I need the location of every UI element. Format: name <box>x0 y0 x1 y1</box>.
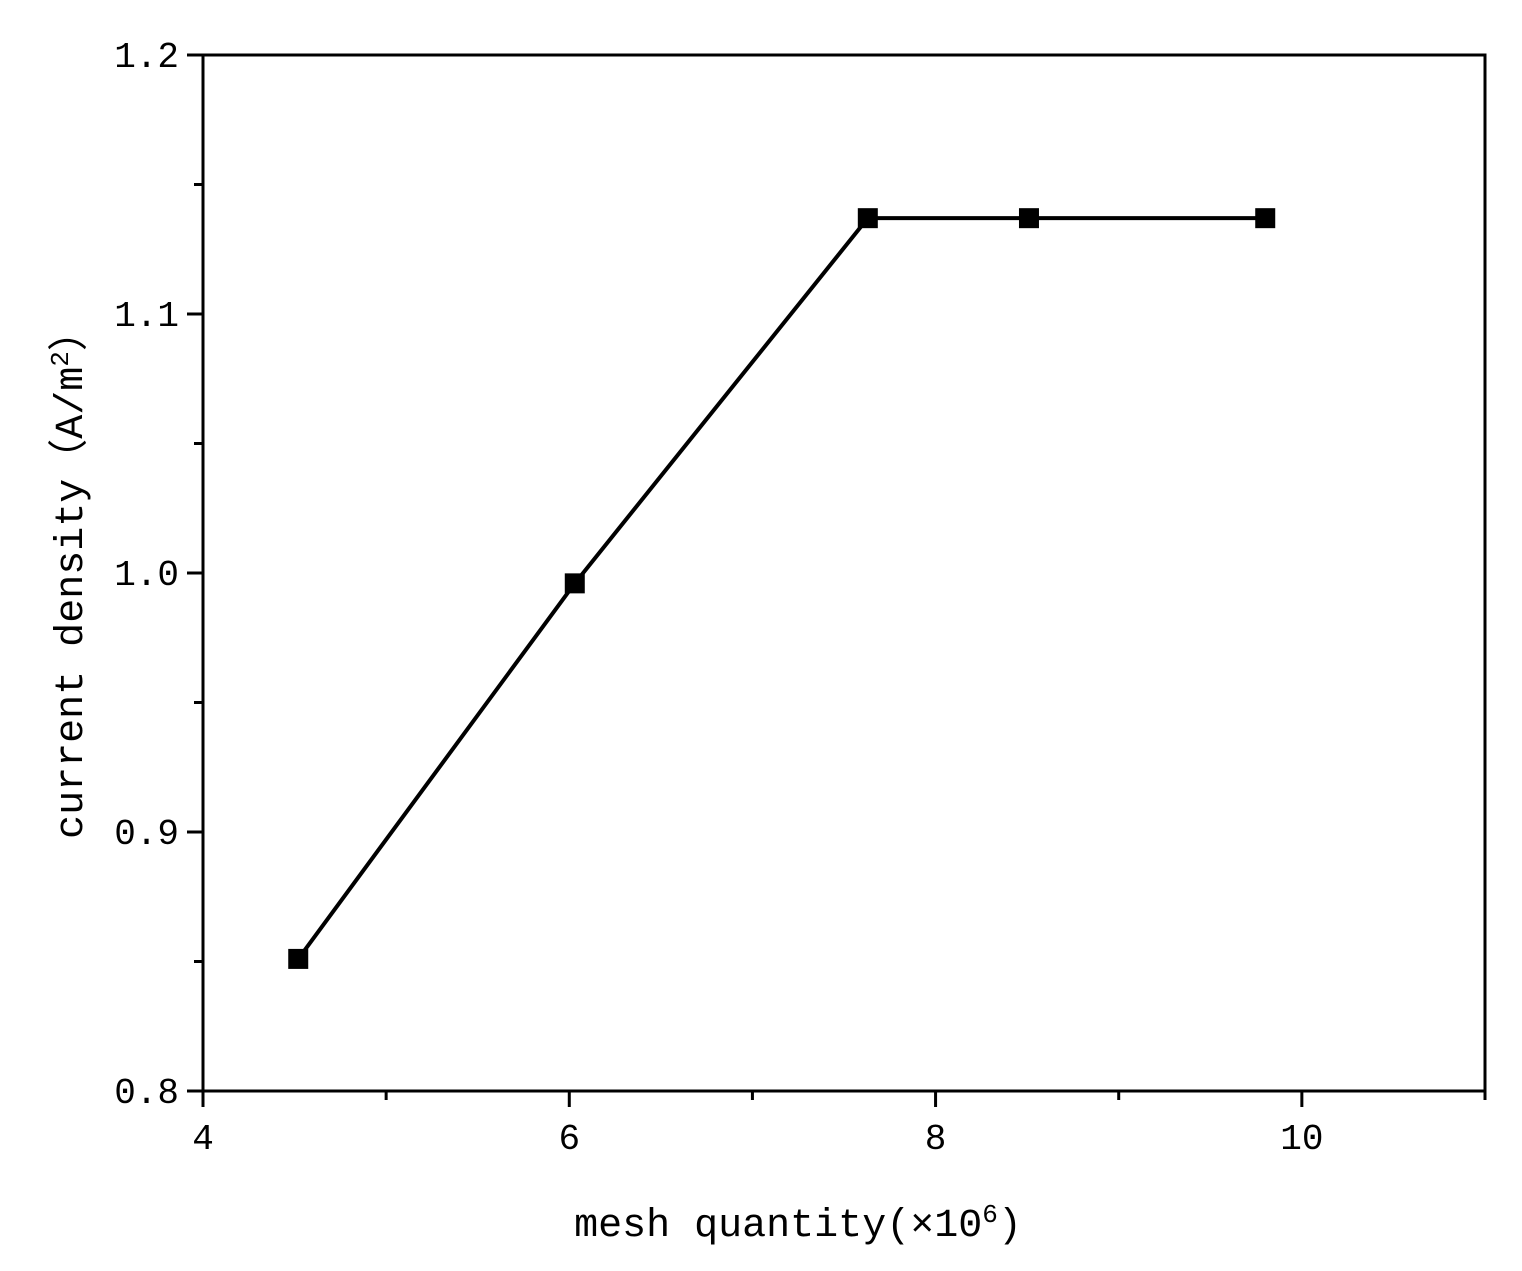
data-point-marker <box>857 208 878 229</box>
data-point-marker <box>288 948 309 969</box>
x-tick-label: 6 <box>558 1119 580 1160</box>
y-tick-label: 1.0 <box>114 555 179 596</box>
y-axis-ticks: 0.8 0.9 1.0 1.1 1.2 <box>114 37 203 1114</box>
x-axis-title: mesh quantity(×106) <box>574 1200 1022 1249</box>
data-point-marker <box>1255 208 1276 229</box>
plot-frame <box>201 53 1487 1093</box>
x-tick-label: 8 <box>925 1119 947 1160</box>
x-tick-label: 10 <box>1280 1119 1323 1160</box>
data-point-marker <box>564 573 585 594</box>
y-tick-label: 0.9 <box>114 814 179 855</box>
x-tick-label: 4 <box>192 1119 214 1160</box>
series-line <box>296 216 1266 961</box>
y-axis-title: current density（A/m2） <box>46 311 95 839</box>
data-point-marker <box>1018 208 1039 229</box>
y-tick-label: 1.2 <box>114 37 179 78</box>
y-tick-label: 1.1 <box>114 296 179 337</box>
x-axis-ticks: 4 6 8 10 <box>192 1091 1487 1160</box>
y-tick-label: 0.8 <box>114 1073 179 1114</box>
series-layer <box>288 208 1276 969</box>
